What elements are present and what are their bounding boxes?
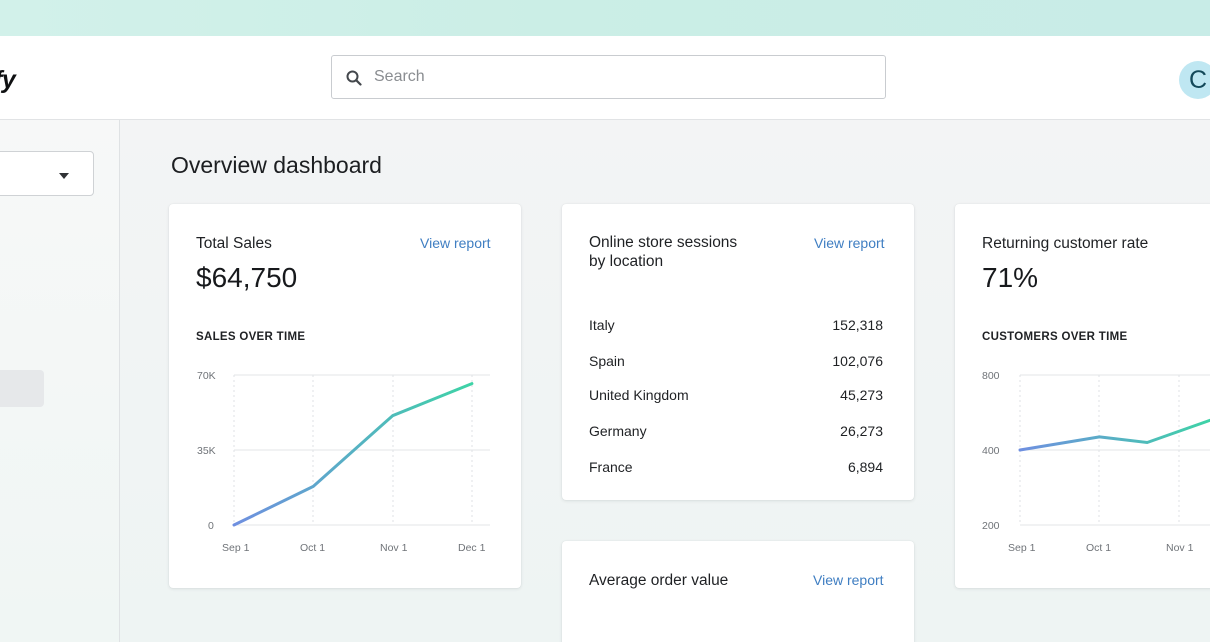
aov-view-report-link[interactable]: View report xyxy=(813,572,884,588)
x-tick-label: Sep 1 xyxy=(1008,542,1036,554)
x-tick-label: Oct 1 xyxy=(300,542,325,554)
total-sales-card xyxy=(169,204,521,588)
location-value: 6,894 xyxy=(847,459,883,475)
x-tick-label: Oct 1 xyxy=(1086,542,1111,554)
sessions-title: Online store sessions by location xyxy=(589,233,737,271)
aov-card xyxy=(562,541,914,642)
customers-chart-grid xyxy=(1019,374,1210,526)
location-value: 45,273 xyxy=(840,387,883,403)
avatar[interactable]: C xyxy=(1179,61,1210,99)
sales-series-line xyxy=(232,382,474,527)
customers-over-time-heading: CUSTOMERS OVER TIME xyxy=(982,331,1128,343)
y-tick-label: 400 xyxy=(982,445,1000,457)
sidebar-item-active[interactable] xyxy=(0,370,44,407)
y-tick-label: 200 xyxy=(982,520,1000,532)
sessions-title-line2: by location xyxy=(589,253,664,270)
location-value: 152,318 xyxy=(832,317,883,333)
chevron-down-icon xyxy=(59,173,69,179)
location-name: Italy xyxy=(589,317,615,333)
total-sales-title: Total Sales xyxy=(196,235,272,252)
store-selector[interactable] xyxy=(0,151,94,196)
sessions-card xyxy=(562,204,914,500)
logo: fy xyxy=(0,66,16,94)
search-input[interactable] xyxy=(374,56,874,98)
sessions-view-report-link[interactable]: View report xyxy=(814,235,885,251)
sales-over-time-heading: SALES OVER TIME xyxy=(196,331,306,343)
location-name: France xyxy=(589,459,633,475)
returning-card xyxy=(955,204,1210,588)
x-tick-label: Dec 1 xyxy=(458,542,486,554)
sessions-title-line1: Online store sessions xyxy=(589,234,738,251)
location-name: United Kingdom xyxy=(589,387,689,403)
top-banner-strip xyxy=(0,0,1210,36)
sales-over-time-chart: 70K 35K 0 Sep 1 Oct 1 Nov 1 Dec 1 xyxy=(197,370,490,554)
y-tick-label: 70K xyxy=(197,370,216,382)
total-sales-view-report-link[interactable]: View report xyxy=(420,235,491,251)
location-name: Germany xyxy=(589,423,647,439)
search-icon xyxy=(346,70,362,86)
returning-title: Returning customer rate xyxy=(982,235,1149,252)
y-tick-label: 800 xyxy=(982,370,1000,382)
y-tick-label: 0 xyxy=(208,520,214,532)
y-tick-label: 35K xyxy=(197,445,216,457)
sales-chart-grid xyxy=(233,374,490,526)
x-tick-label: Nov 1 xyxy=(380,542,408,554)
location-value: 102,076 xyxy=(832,353,883,369)
search-box[interactable] xyxy=(331,55,886,99)
location-name: Spain xyxy=(589,353,625,369)
total-sales-value: $64,750 xyxy=(196,262,298,293)
page-title: Overview dashboard xyxy=(171,152,382,178)
customers-over-time-chart: 800 400 200 Sep 1 Oct 1 Nov 1 xyxy=(982,370,1210,554)
x-tick-label: Nov 1 xyxy=(1166,542,1194,554)
location-value: 26,273 xyxy=(840,423,883,439)
customers-series-line xyxy=(1018,418,1210,452)
returning-value: 71% xyxy=(982,262,1039,293)
aov-title: Average order value xyxy=(589,572,729,589)
x-tick-label: Sep 1 xyxy=(222,542,250,554)
